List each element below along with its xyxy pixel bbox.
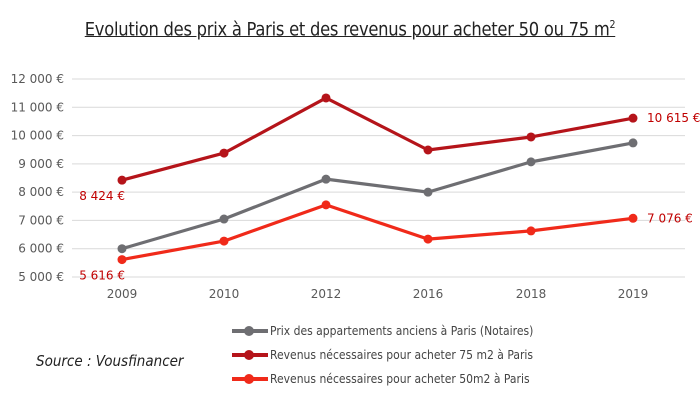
legend-label: Revenus nécessaires pour acheter 75 m2 à… (270, 348, 534, 362)
data-point (628, 138, 638, 148)
series-line-1 (121, 96, 634, 182)
y-tick-label: 12 000 € (11, 72, 64, 86)
data-labels: 8 424 € 10 615 € 5 616 € 7 076 € (79, 111, 700, 282)
data-point (423, 187, 433, 197)
data-point (117, 175, 127, 185)
y-tick-label: 5 000 € (18, 270, 64, 284)
y-tick-label: 7 000 € (18, 213, 64, 227)
y-tick-label: 11 000 € (11, 100, 64, 114)
series-line-0 (121, 141, 634, 251)
legend-swatch-gray (232, 325, 268, 337)
data-point (628, 113, 638, 123)
legend: Prix des appartements anciens à Paris (N… (232, 319, 563, 391)
data-point (219, 236, 229, 246)
data-point (526, 157, 536, 167)
legend-label: Revenus nécessaires pour acheter 50m2 à … (270, 372, 530, 386)
data-point (423, 234, 433, 244)
data-point (219, 148, 229, 158)
x-tick-label: 2009 (107, 287, 138, 301)
y-tick-label: 10 000 € (11, 129, 64, 143)
y-axis-ticks: 5 000 € 6 000 € 7 000 € 8 000 € 9 000 € 10 00… (11, 72, 64, 284)
line-chart: 5 000 € 6 000 € 7 000 € 8 000 € 9 000 € 10 00… (11, 72, 700, 301)
x-axis-ticks: 2009 2010 2012 2016 2018 2019 (107, 287, 649, 301)
chart-title-text: Evolution des prix à Paris et des revenu… (84, 18, 610, 41)
data-point (321, 200, 331, 210)
data-label: 5 616 € (79, 269, 125, 283)
data-label: 8 424 € (79, 189, 125, 203)
legend-label: Prix des appartements anciens à Paris (N… (270, 324, 534, 338)
gridlines (72, 78, 685, 278)
chart-title-superscript: 2 (609, 18, 616, 31)
x-tick-label: 2010 (209, 287, 240, 301)
data-point (117, 255, 127, 265)
y-tick-label: 6 000 € (18, 242, 64, 256)
x-tick-label: 2012 (311, 287, 342, 301)
legend-item-prix: Prix des appartements anciens à Paris (N… (232, 319, 563, 343)
data-label: 10 615 € (647, 111, 700, 125)
source-note: Source : Vousfinancer (36, 352, 184, 370)
data-point (526, 132, 536, 142)
y-tick-label: 9 000 € (18, 157, 64, 171)
data-point (423, 145, 433, 155)
chart-title: Evolution des prix à Paris et des revenu… (49, 18, 651, 40)
x-tick-label: 2019 (618, 287, 649, 301)
data-point (321, 93, 331, 103)
data-point (219, 214, 229, 224)
data-point (117, 244, 127, 254)
legend-item-75m2: Revenus nécessaires pour acheter 75 m2 à… (232, 343, 563, 367)
data-label: 7 076 € (647, 211, 693, 225)
legend-swatch-red (232, 373, 268, 385)
series-line-2 (121, 203, 634, 262)
series-lines (117, 93, 638, 265)
x-tick-label: 2018 (516, 287, 547, 301)
data-point (628, 213, 638, 223)
legend-item-50m2: Revenus nécessaires pour acheter 50m2 à … (232, 367, 563, 391)
data-point (526, 226, 536, 236)
legend-swatch-darkred (232, 349, 268, 361)
y-tick-label: 8 000 € (18, 185, 64, 199)
data-point (321, 174, 331, 184)
x-tick-label: 2016 (413, 287, 444, 301)
